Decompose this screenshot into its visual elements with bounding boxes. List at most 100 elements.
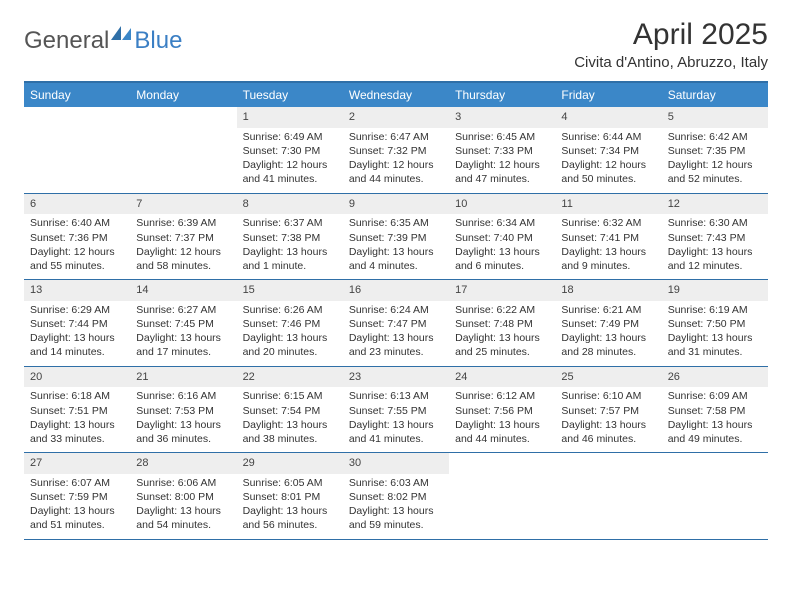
- day-cell: 30Sunrise: 6:03 AMSunset: 8:02 PMDayligh…: [343, 453, 449, 539]
- day-details: Sunrise: 6:37 AMSunset: 7:38 PMDaylight:…: [237, 214, 343, 279]
- sunrise-text: Sunrise: 6:47 AM: [349, 130, 443, 144]
- sunset-text: Sunset: 7:51 PM: [30, 404, 124, 418]
- daylight2-text: and 12 minutes.: [668, 259, 762, 273]
- sunset-text: Sunset: 7:44 PM: [30, 317, 124, 331]
- daylight2-text: and 17 minutes.: [136, 345, 230, 359]
- header: General Blue April 2025 Civita d'Antino,…: [24, 18, 768, 71]
- sunrise-text: Sunrise: 6:40 AM: [30, 216, 124, 230]
- sunrise-text: Sunrise: 6:22 AM: [455, 303, 549, 317]
- sunset-text: Sunset: 7:38 PM: [243, 231, 337, 245]
- day-details: Sunrise: 6:05 AMSunset: 8:01 PMDaylight:…: [237, 474, 343, 539]
- day-cell: 3Sunrise: 6:45 AMSunset: 7:33 PMDaylight…: [449, 107, 555, 193]
- daylight2-text: and 25 minutes.: [455, 345, 549, 359]
- daylight2-text: and 44 minutes.: [455, 432, 549, 446]
- sunrise-text: Sunrise: 6:07 AM: [30, 476, 124, 490]
- daylight2-text: and 51 minutes.: [30, 518, 124, 532]
- daylight1-text: Daylight: 13 hours: [30, 331, 124, 345]
- daylight1-text: Daylight: 13 hours: [243, 331, 337, 345]
- sunset-text: Sunset: 7:43 PM: [668, 231, 762, 245]
- day-number: 10: [449, 194, 555, 215]
- daylight1-text: Daylight: 12 hours: [561, 158, 655, 172]
- daylight1-text: Daylight: 13 hours: [349, 331, 443, 345]
- day-number: 9: [343, 194, 449, 215]
- day-cell: 27Sunrise: 6:07 AMSunset: 7:59 PMDayligh…: [24, 453, 130, 539]
- daylight2-text: and 47 minutes.: [455, 172, 549, 186]
- sunrise-text: Sunrise: 6:10 AM: [561, 389, 655, 403]
- day-number: 25: [555, 367, 661, 388]
- daylight1-text: Daylight: 13 hours: [668, 331, 762, 345]
- day-cell: 1Sunrise: 6:49 AMSunset: 7:30 PMDaylight…: [237, 107, 343, 193]
- daylight2-text: and 54 minutes.: [136, 518, 230, 532]
- sunrise-text: Sunrise: 6:12 AM: [455, 389, 549, 403]
- day-details: Sunrise: 6:09 AMSunset: 7:58 PMDaylight:…: [662, 387, 768, 452]
- day-details: Sunrise: 6:47 AMSunset: 7:32 PMDaylight:…: [343, 128, 449, 193]
- day-number: 17: [449, 280, 555, 301]
- day-details: Sunrise: 6:30 AMSunset: 7:43 PMDaylight:…: [662, 214, 768, 279]
- sunrise-text: Sunrise: 6:32 AM: [561, 216, 655, 230]
- daylight1-text: Daylight: 13 hours: [136, 504, 230, 518]
- day-number: 22: [237, 367, 343, 388]
- daylight2-text: and 59 minutes.: [349, 518, 443, 532]
- sunset-text: Sunset: 7:56 PM: [455, 404, 549, 418]
- day-details: Sunrise: 6:18 AMSunset: 7:51 PMDaylight:…: [24, 387, 130, 452]
- day-details: Sunrise: 6:19 AMSunset: 7:50 PMDaylight:…: [662, 301, 768, 366]
- daylight1-text: Daylight: 13 hours: [561, 245, 655, 259]
- sunset-text: Sunset: 7:57 PM: [561, 404, 655, 418]
- day-details: Sunrise: 6:22 AMSunset: 7:48 PMDaylight:…: [449, 301, 555, 366]
- day-details: Sunrise: 6:21 AMSunset: 7:49 PMDaylight:…: [555, 301, 661, 366]
- day-number: 21: [130, 367, 236, 388]
- daylight1-text: Daylight: 13 hours: [349, 418, 443, 432]
- day-number: 1: [237, 107, 343, 128]
- day-number: 15: [237, 280, 343, 301]
- day-details: Sunrise: 6:42 AMSunset: 7:35 PMDaylight:…: [662, 128, 768, 193]
- sunset-text: Sunset: 7:48 PM: [455, 317, 549, 331]
- day-number: 5: [662, 107, 768, 128]
- day-details: Sunrise: 6:12 AMSunset: 7:56 PMDaylight:…: [449, 387, 555, 452]
- day-cell: 16Sunrise: 6:24 AMSunset: 7:47 PMDayligh…: [343, 280, 449, 366]
- sunrise-text: Sunrise: 6:05 AM: [243, 476, 337, 490]
- day-cell: 7Sunrise: 6:39 AMSunset: 7:37 PMDaylight…: [130, 194, 236, 280]
- logo-sail-icon: [111, 24, 133, 45]
- sunrise-text: Sunrise: 6:16 AM: [136, 389, 230, 403]
- day-details: Sunrise: 6:39 AMSunset: 7:37 PMDaylight:…: [130, 214, 236, 279]
- day-details: Sunrise: 6:07 AMSunset: 7:59 PMDaylight:…: [24, 474, 130, 539]
- day-details: Sunrise: 6:13 AMSunset: 7:55 PMDaylight:…: [343, 387, 449, 452]
- daylight1-text: Daylight: 12 hours: [668, 158, 762, 172]
- daylight2-text: and 33 minutes.: [30, 432, 124, 446]
- daylight1-text: Daylight: 12 hours: [136, 245, 230, 259]
- daylight1-text: Daylight: 12 hours: [349, 158, 443, 172]
- day-number: 16: [343, 280, 449, 301]
- day-number: 24: [449, 367, 555, 388]
- sunrise-text: Sunrise: 6:44 AM: [561, 130, 655, 144]
- day-details: Sunrise: 6:26 AMSunset: 7:46 PMDaylight:…: [237, 301, 343, 366]
- week-row: 20Sunrise: 6:18 AMSunset: 7:51 PMDayligh…: [24, 367, 768, 454]
- sunset-text: Sunset: 7:59 PM: [30, 490, 124, 504]
- day-cell: 25Sunrise: 6:10 AMSunset: 7:57 PMDayligh…: [555, 367, 661, 453]
- day-cell: 9Sunrise: 6:35 AMSunset: 7:39 PMDaylight…: [343, 194, 449, 280]
- day-details: Sunrise: 6:44 AMSunset: 7:34 PMDaylight:…: [555, 128, 661, 193]
- day-number: 4: [555, 107, 661, 128]
- day-number: 12: [662, 194, 768, 215]
- sunset-text: Sunset: 7:35 PM: [668, 144, 762, 158]
- daylight2-text: and 31 minutes.: [668, 345, 762, 359]
- day-number: 7: [130, 194, 236, 215]
- daylight1-text: Daylight: 13 hours: [349, 245, 443, 259]
- day-details: Sunrise: 6:10 AMSunset: 7:57 PMDaylight:…: [555, 387, 661, 452]
- dow-monday: Monday: [130, 83, 236, 107]
- daylight2-text: and 44 minutes.: [349, 172, 443, 186]
- daylight1-text: Daylight: 12 hours: [455, 158, 549, 172]
- day-cell: 17Sunrise: 6:22 AMSunset: 7:48 PMDayligh…: [449, 280, 555, 366]
- daylight2-text: and 41 minutes.: [349, 432, 443, 446]
- sunrise-text: Sunrise: 6:27 AM: [136, 303, 230, 317]
- sunrise-text: Sunrise: 6:29 AM: [30, 303, 124, 317]
- weeks-container: 1Sunrise: 6:49 AMSunset: 7:30 PMDaylight…: [24, 107, 768, 540]
- day-number: 20: [24, 367, 130, 388]
- day-number: 26: [662, 367, 768, 388]
- day-cell: 10Sunrise: 6:34 AMSunset: 7:40 PMDayligh…: [449, 194, 555, 280]
- day-cell: 8Sunrise: 6:37 AMSunset: 7:38 PMDaylight…: [237, 194, 343, 280]
- daylight2-text: and 55 minutes.: [30, 259, 124, 273]
- daylight1-text: Daylight: 13 hours: [30, 504, 124, 518]
- day-number: 2: [343, 107, 449, 128]
- sunset-text: Sunset: 7:37 PM: [136, 231, 230, 245]
- sunrise-text: Sunrise: 6:35 AM: [349, 216, 443, 230]
